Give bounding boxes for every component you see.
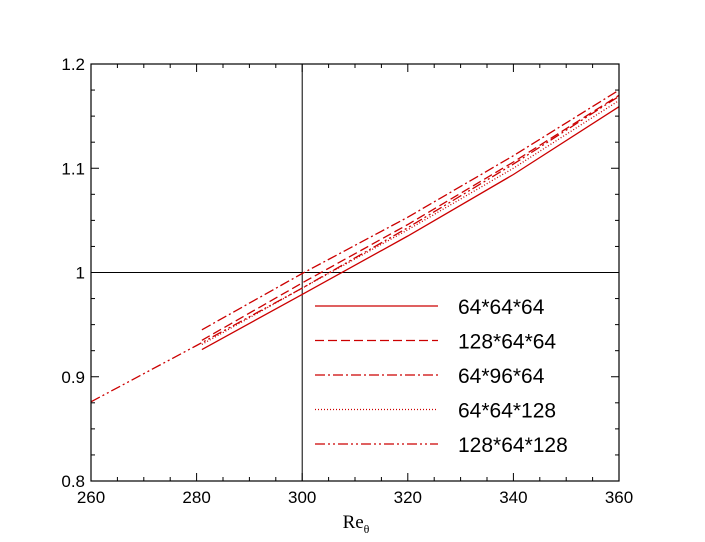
x-axis-label-main: Re [343, 512, 364, 533]
legend: 64*64*64 128*64*64 64*96*64 64*64*128 128*64… [315, 296, 568, 457]
y-tick-label: 0.9 [61, 368, 85, 387]
x-tick-label: 360 [605, 488, 633, 507]
series-line-5 [90, 95, 620, 403]
y-tick-label: 0.8 [61, 472, 85, 491]
x-tick-label: 260 [77, 488, 105, 507]
legend-label-5: 128*64*128 [458, 434, 568, 457]
legend-label-2: 128*64*64 [458, 331, 556, 354]
x-axis-label: Reθ [343, 512, 370, 536]
x-tick-label: 320 [394, 488, 422, 507]
series-line-4 [201, 99, 620, 345]
series-line-2 [201, 94, 620, 341]
series-layer [90, 89, 620, 403]
x-tick-label: 280 [182, 488, 210, 507]
reference-lines [91, 64, 619, 481]
series-line-1 [201, 106, 620, 351]
x-tick-label: 300 [288, 488, 316, 507]
legend-label-4: 64*64*128 [458, 400, 556, 423]
x-axis-label-subscript: θ [364, 522, 370, 536]
y-tick-label: 1 [76, 264, 85, 283]
legend-label-1: 64*64*64 [458, 296, 545, 319]
y-tick-label: 1.2 [61, 55, 85, 74]
x-tick-label: 340 [499, 488, 527, 507]
axis-ticks: 260 280 300 320 340 360 0.8 0.9 1 1.1 1.2 [61, 55, 633, 507]
legend-label-3: 64*96*64 [458, 365, 545, 388]
series-line-3 [201, 89, 620, 331]
y-tick-label: 1.1 [61, 159, 85, 178]
